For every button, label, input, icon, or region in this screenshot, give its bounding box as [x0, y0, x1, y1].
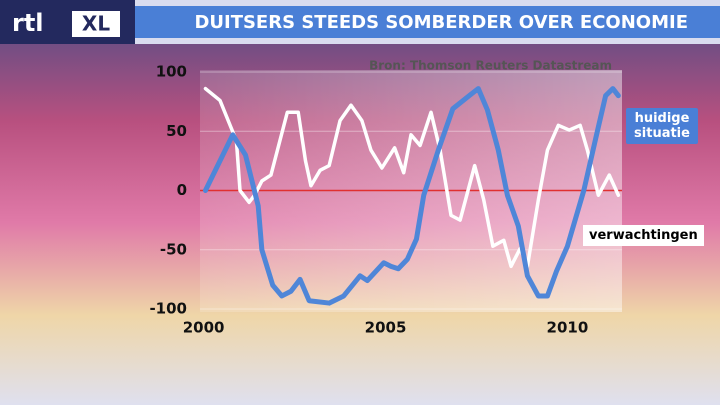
- source: Bron: Thomson Reuters Datastream: [369, 59, 612, 73]
- logo-box: [72, 11, 120, 37]
- series-line: [203, 86, 621, 269]
- y-tick-label: 100: [156, 63, 187, 81]
- logo-xl: XL: [82, 12, 110, 36]
- x-tick-label: 2010: [547, 319, 589, 337]
- x-tick-label: 2000: [183, 319, 225, 337]
- y-tick-label: 50: [166, 122, 187, 140]
- y-tick-label: -50: [160, 240, 187, 258]
- title-bar: [135, 6, 720, 38]
- legend-label: verwachtingen: [583, 225, 704, 246]
- x-tick-label: 2005: [365, 319, 407, 337]
- legend-label: huidige situatie: [626, 108, 698, 144]
- series-line: [202, 86, 621, 306]
- chart-title: DUITSERS STEEDS SOMBERDER OVER ECONOMIE: [194, 12, 688, 33]
- y-tick-label: 0: [177, 181, 187, 199]
- logo-rtl: rtl: [12, 9, 44, 37]
- y-tick-label: -100: [149, 300, 187, 318]
